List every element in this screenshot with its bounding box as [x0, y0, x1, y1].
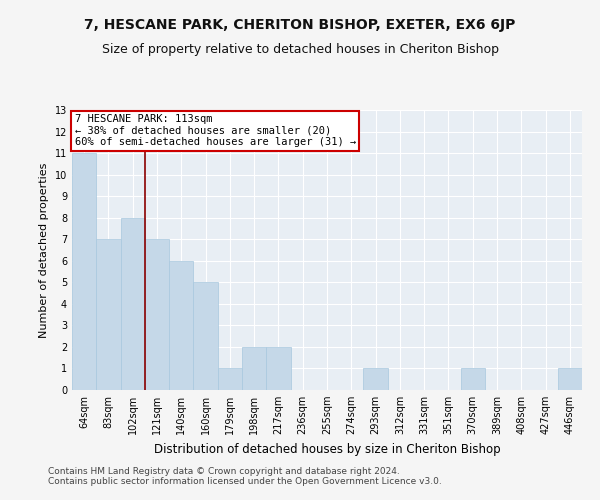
Bar [461, 368, 485, 390]
Text: Contains HM Land Registry data © Crown copyright and database right 2024.: Contains HM Land Registry data © Crown c… [48, 467, 400, 476]
Bar [72, 153, 96, 390]
Text: 7, HESCANE PARK, CHERITON BISHOP, EXETER, EX6 6JP: 7, HESCANE PARK, CHERITON BISHOP, EXETER… [85, 18, 515, 32]
Y-axis label: Number of detached properties: Number of detached properties [39, 162, 49, 338]
Bar [266, 347, 290, 390]
Bar [145, 239, 169, 390]
Text: Size of property relative to detached houses in Cheriton Bishop: Size of property relative to detached ho… [101, 42, 499, 56]
Text: Contains public sector information licensed under the Open Government Licence v3: Contains public sector information licen… [48, 477, 442, 486]
Bar [218, 368, 242, 390]
Bar [364, 368, 388, 390]
Bar [193, 282, 218, 390]
Bar [242, 347, 266, 390]
X-axis label: Distribution of detached houses by size in Cheriton Bishop: Distribution of detached houses by size … [154, 442, 500, 456]
Text: 7 HESCANE PARK: 113sqm
← 38% of detached houses are smaller (20)
60% of semi-det: 7 HESCANE PARK: 113sqm ← 38% of detached… [74, 114, 356, 148]
Bar [558, 368, 582, 390]
Bar [121, 218, 145, 390]
Bar [169, 261, 193, 390]
Bar [96, 239, 121, 390]
